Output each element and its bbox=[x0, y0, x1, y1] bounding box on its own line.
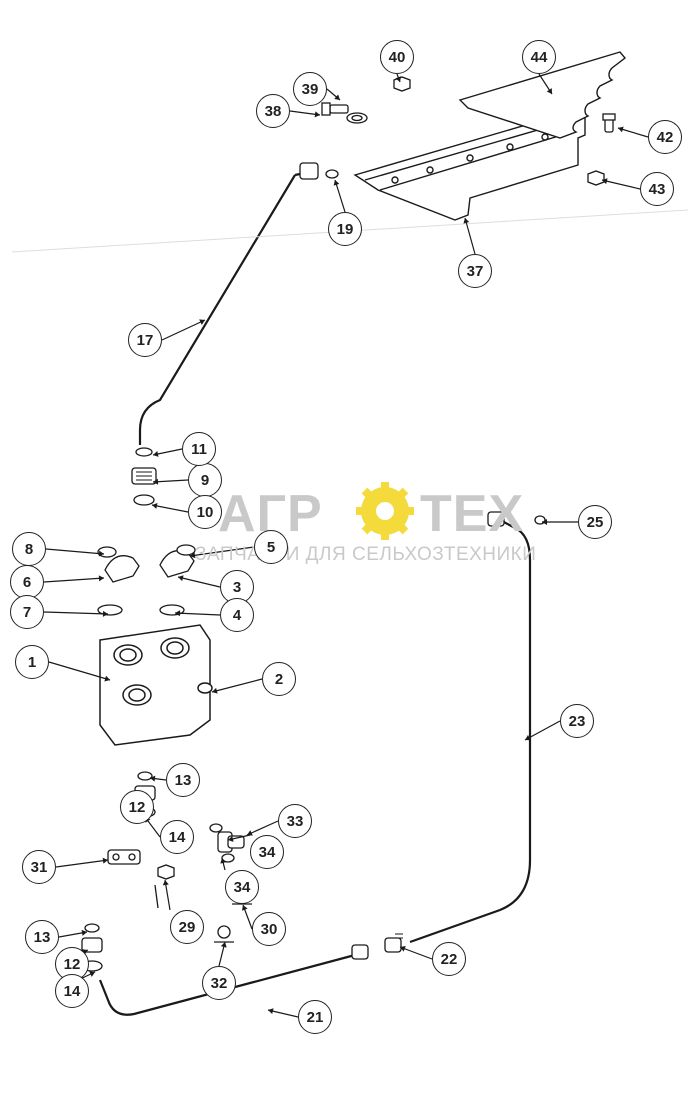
callout-4: 4 bbox=[220, 598, 254, 632]
callout-17: 17 bbox=[128, 323, 162, 357]
callout-2: 2 bbox=[262, 662, 296, 696]
callout-21: 21 bbox=[298, 1000, 332, 1034]
callout-25: 25 bbox=[578, 505, 612, 539]
callout-44: 44 bbox=[522, 40, 556, 74]
callout-19: 19 bbox=[328, 212, 362, 246]
watermark-text-right: ТЕХ bbox=[420, 484, 524, 544]
callout-34: 34 bbox=[225, 870, 259, 904]
callout-43: 43 bbox=[640, 172, 674, 206]
callout-14: 14 bbox=[160, 820, 194, 854]
callout-39: 39 bbox=[293, 72, 327, 106]
callout-14: 14 bbox=[55, 974, 89, 1008]
callout-40: 40 bbox=[380, 40, 414, 74]
callout-9: 9 bbox=[188, 463, 222, 497]
callout-34: 34 bbox=[250, 835, 284, 869]
callout-13: 13 bbox=[25, 920, 59, 954]
callout-12: 12 bbox=[120, 790, 154, 824]
callout-31: 31 bbox=[22, 850, 56, 884]
callout-8: 8 bbox=[12, 532, 46, 566]
callout-29: 29 bbox=[170, 910, 204, 944]
callout-22: 22 bbox=[432, 942, 466, 976]
callout-13: 13 bbox=[166, 763, 200, 797]
callout-42: 42 bbox=[648, 120, 682, 154]
callout-1: 1 bbox=[15, 645, 49, 679]
callout-5: 5 bbox=[254, 530, 288, 564]
callout-33: 33 bbox=[278, 804, 312, 838]
callout-37: 37 bbox=[458, 254, 492, 288]
callout-11: 11 bbox=[182, 432, 216, 466]
watermark-subtext: ЗАПЧАСТИ ДЛЯ СЕЛЬХОЗТЕХНИКИ bbox=[195, 544, 536, 566]
callout-38: 38 bbox=[256, 94, 290, 128]
callout-10: 10 bbox=[188, 495, 222, 529]
callout-23: 23 bbox=[560, 704, 594, 738]
callout-7: 7 bbox=[10, 595, 44, 629]
callout-32: 32 bbox=[202, 966, 236, 1000]
callout-30: 30 bbox=[252, 912, 286, 946]
watermark-gear-icon bbox=[356, 482, 414, 540]
callout-6: 6 bbox=[10, 565, 44, 599]
